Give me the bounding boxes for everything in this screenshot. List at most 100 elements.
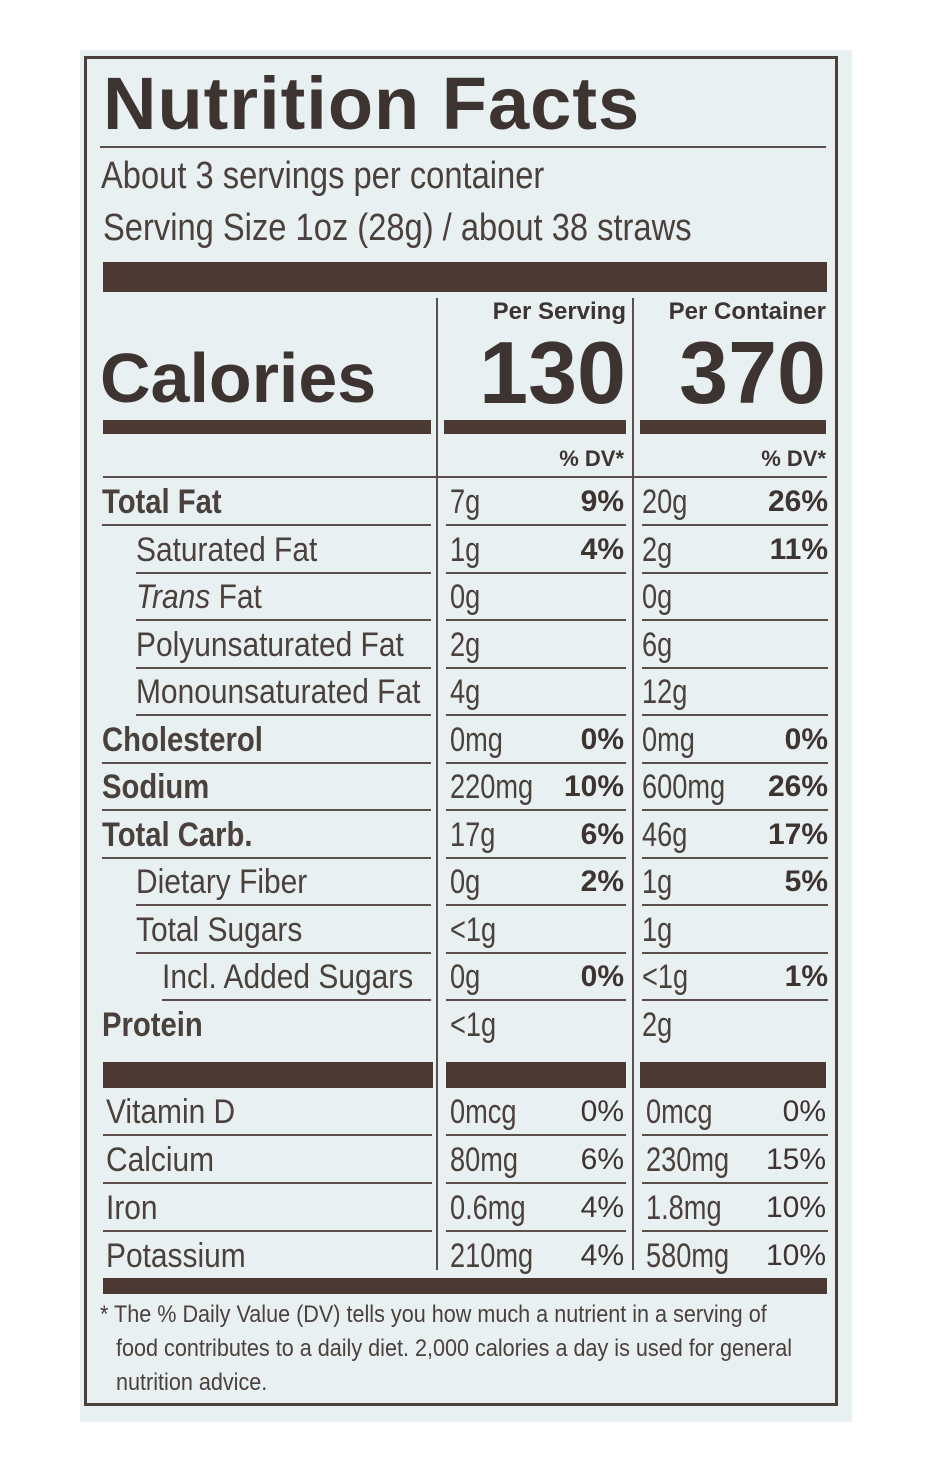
vitamin-serving-amount: 210mg: [450, 1237, 534, 1275]
footnote-line-1: * The % Daily Value (DV) tells you how m…: [100, 1301, 767, 1328]
nutrient-name: Protein: [102, 1006, 203, 1044]
vitamin-serving-amount: 0.6mg: [450, 1189, 526, 1227]
row-divider-label: [162, 999, 431, 1001]
vitamin-bar-container: [640, 1062, 826, 1088]
serving-amount: 0g: [450, 863, 481, 901]
row-divider-serving: [446, 714, 626, 716]
serving-dv: 4%: [580, 533, 624, 566]
row-divider-label: [102, 524, 431, 526]
row-divider-container: [642, 667, 828, 669]
row-divider-container: [642, 809, 828, 811]
container-amount: 1g: [642, 863, 673, 901]
nutrient-name: Total Sugars: [136, 911, 303, 949]
nutrient-name: Total Carb.: [102, 816, 253, 854]
vitamin-divider-container: [642, 1134, 828, 1136]
container-dv: 26%: [767, 485, 828, 518]
nutrient-name: Monounsaturated Fat: [136, 673, 421, 711]
row-divider-container: [642, 762, 828, 764]
dv-header-serving: % DV*: [559, 446, 624, 471]
row-divider-container: [642, 714, 828, 716]
vitamin-container-dv: 10%: [765, 1191, 826, 1224]
vitamin-serving-dv: 0%: [580, 1095, 624, 1128]
container-amount: 0g: [642, 578, 673, 616]
serving-dv: 0%: [580, 960, 624, 993]
container-dv: 11%: [769, 533, 828, 566]
vitamin-divider-label: [103, 1182, 432, 1184]
nutrient-name: Polyunsaturated Fat: [136, 626, 404, 664]
nutrient-name: Trans Fat: [136, 577, 262, 617]
row-divider-container: [642, 572, 828, 574]
serving-dv: 9%: [580, 485, 624, 518]
nutrition-facts-label: [84, 56, 838, 1406]
nutrient-name: Total Fat: [102, 483, 222, 521]
calories-bar-serving: [444, 420, 626, 434]
vitamin-divider-serving: [446, 1134, 626, 1136]
container-amount: 600mg: [642, 768, 726, 806]
container-amount: 2g: [642, 1006, 673, 1044]
serving-amount: 0g: [450, 578, 481, 616]
serving-amount: 0g: [450, 958, 481, 996]
per-container-header: Per Container: [668, 298, 826, 325]
vitamin-divider-serving: [446, 1230, 626, 1232]
row-divider-serving: [446, 667, 626, 669]
nutrient-name: Sodium: [102, 768, 210, 806]
nutrient-name: Saturated Fat: [136, 531, 318, 569]
vitamin-serving-dv: 4%: [580, 1239, 624, 1272]
row-divider-serving: [446, 809, 626, 811]
serving-amount: 17g: [450, 816, 496, 854]
row-divider-serving: [446, 572, 626, 574]
vitamin-container-dv: 10%: [765, 1239, 826, 1272]
calories-label: Calories: [100, 339, 377, 417]
vitamin-container-dv: 0%: [782, 1095, 826, 1128]
vitamin-serving-dv: 6%: [580, 1143, 624, 1176]
row-divider-label: [136, 952, 431, 954]
serving-amount: 2g: [450, 626, 481, 664]
serving-amount: 4g: [450, 673, 481, 711]
container-amount: 46g: [642, 816, 688, 854]
serving-dv: 2%: [580, 865, 624, 898]
vitamin-serving-amount: 80mg: [450, 1141, 519, 1179]
per-serving-header: Per Serving: [492, 298, 626, 325]
row-divider-serving: [446, 524, 626, 526]
nutrient-name: Dietary Fiber: [136, 863, 308, 901]
vitamin-container-amount: 1.8mg: [646, 1189, 722, 1227]
calories-bar-label: [103, 420, 431, 434]
nutrient-name-suffix: Fat: [210, 578, 262, 616]
row-divider-label: [136, 904, 431, 906]
vitamin-name: Calcium: [106, 1141, 215, 1179]
dv-header-divider: [103, 476, 827, 478]
row-divider-serving: [446, 857, 626, 859]
container-amount: <1g: [642, 958, 689, 996]
row-divider-container: [642, 524, 828, 526]
vitamin-name: Iron: [106, 1189, 158, 1227]
row-divider-container: [642, 999, 828, 1001]
vitamin-divider-label: [103, 1230, 432, 1232]
container-dv: 26%: [767, 770, 828, 803]
column-divider-2: [632, 298, 634, 1270]
container-amount: 20g: [642, 483, 688, 521]
title-divider: [100, 146, 826, 148]
calories-per-serving: 130: [479, 323, 626, 422]
thick-bar-top: [103, 262, 827, 292]
row-divider-serving: [446, 904, 626, 906]
vitamin-serving-amount: 0mcg: [450, 1093, 517, 1131]
servings-per-container: About 3 servings per container: [101, 155, 545, 197]
row-divider-container: [642, 952, 828, 954]
vitamin-divider-container: [642, 1230, 828, 1232]
dv-header-container: % DV*: [761, 446, 826, 471]
row-divider-label: [136, 619, 431, 621]
serving-size: Serving Size 1oz (28g) / about 38 straws: [103, 207, 692, 249]
container-amount: 12g: [642, 673, 688, 711]
row-divider-label: [136, 714, 431, 716]
vitamin-container-amount: 580mg: [646, 1237, 730, 1275]
label-title: Nutrition Facts: [103, 62, 641, 145]
container-amount: 0mg: [642, 721, 695, 759]
serving-dv: 6%: [580, 818, 624, 851]
row-divider-label: [136, 572, 431, 574]
nutrient-name-italic: Trans: [136, 578, 211, 616]
row-divider-label: [102, 809, 431, 811]
vitamin-container-dv: 15%: [765, 1143, 826, 1176]
row-divider-serving: [446, 952, 626, 954]
row-divider-container: [642, 857, 828, 859]
serving-amount: <1g: [450, 1006, 497, 1044]
